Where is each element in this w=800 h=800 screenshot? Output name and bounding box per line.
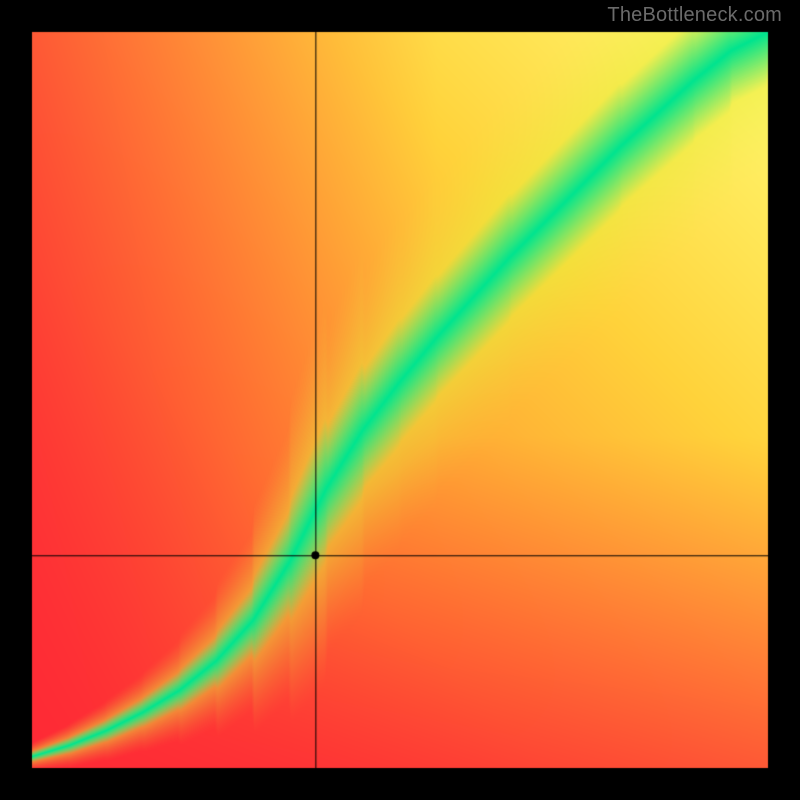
chart-container: TheBottleneck.com <box>0 0 800 800</box>
watermark-text: TheBottleneck.com <box>607 4 782 27</box>
heatmap-canvas <box>0 0 800 800</box>
